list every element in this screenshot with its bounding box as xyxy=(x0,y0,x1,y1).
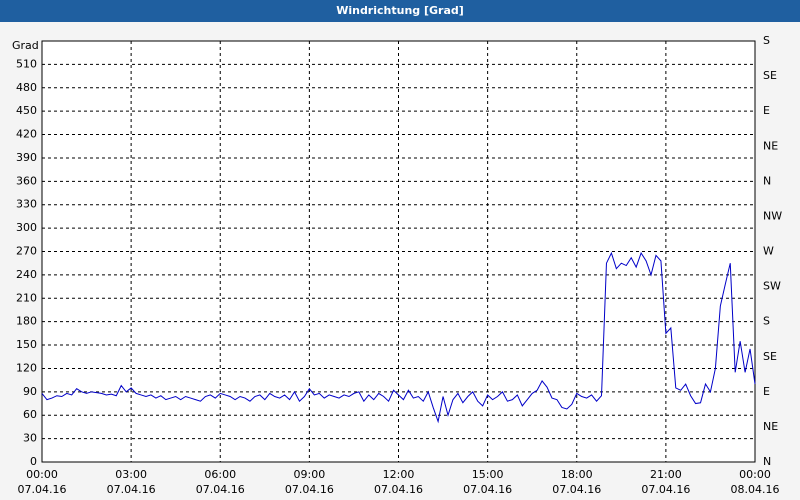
y-tick-label: 450 xyxy=(16,104,37,117)
x-tick-date: 08.04.16 xyxy=(731,483,780,496)
x-tick-date: 07.04.16 xyxy=(463,483,512,496)
y2-tick-label: E xyxy=(763,104,770,117)
y2-tick-label: N xyxy=(763,174,771,187)
y-tick-label: 150 xyxy=(16,338,37,351)
y2-tick-label: E xyxy=(763,385,770,398)
y2-tick-label: S xyxy=(763,34,770,47)
y-tick-label: 510 xyxy=(16,57,37,70)
x-tick-label: 00:00 xyxy=(739,468,771,481)
y-tick-label: 240 xyxy=(16,268,37,281)
y-tick-label: 300 xyxy=(16,221,37,234)
y-tick-label: 480 xyxy=(16,81,37,94)
y2-tick-label: NE xyxy=(763,420,778,433)
x-tick-label: 09:00 xyxy=(294,468,326,481)
y2-tick-label: NE xyxy=(763,139,778,152)
x-tick-label: 15:00 xyxy=(472,468,504,481)
y-tick-label: 60 xyxy=(23,408,37,421)
x-tick-date: 07.04.16 xyxy=(107,483,156,496)
y-tick-label: 180 xyxy=(16,315,37,328)
title-bar xyxy=(0,0,800,22)
y-tick-label: 420 xyxy=(16,128,37,141)
x-tick-label: 21:00 xyxy=(650,468,682,481)
x-tick-label: 06:00 xyxy=(204,468,236,481)
x-tick-label: 03:00 xyxy=(115,468,147,481)
x-tick-date: 07.04.16 xyxy=(196,483,245,496)
y2-tick-label: NW xyxy=(763,209,782,222)
y-tick-label: 360 xyxy=(16,174,37,187)
x-tick-label: 00:00 xyxy=(26,468,58,481)
x-tick-label: 18:00 xyxy=(561,468,593,481)
y-tick-label: 330 xyxy=(16,198,37,211)
x-tick-date: 07.04.16 xyxy=(374,483,423,496)
y-tick-label: 210 xyxy=(16,291,37,304)
x-tick-label: 12:00 xyxy=(383,468,415,481)
y2-tick-label: SE xyxy=(763,350,777,363)
y-tick-label: 390 xyxy=(16,151,37,164)
y2-tick-label: W xyxy=(763,245,774,258)
x-tick-date: 07.04.16 xyxy=(18,483,67,496)
y-axis-label: Grad xyxy=(12,39,39,52)
y2-tick-label: S xyxy=(763,315,770,328)
x-tick-date: 07.04.16 xyxy=(641,483,690,496)
x-tick-date: 07.04.16 xyxy=(552,483,601,496)
y2-tick-label: SW xyxy=(763,280,781,293)
y-tick-label: 120 xyxy=(16,361,37,374)
x-tick-date: 07.04.16 xyxy=(285,483,334,496)
y2-tick-label: SE xyxy=(763,69,777,82)
y2-tick-label: N xyxy=(763,455,771,468)
y-tick-label: 30 xyxy=(23,432,37,445)
data-line xyxy=(41,251,756,424)
chart-title: Windrichtung [Grad] xyxy=(336,4,464,17)
y-tick-label: 0 xyxy=(30,455,37,468)
y-tick-label: 270 xyxy=(16,245,37,258)
y-tick-label: 90 xyxy=(23,385,37,398)
